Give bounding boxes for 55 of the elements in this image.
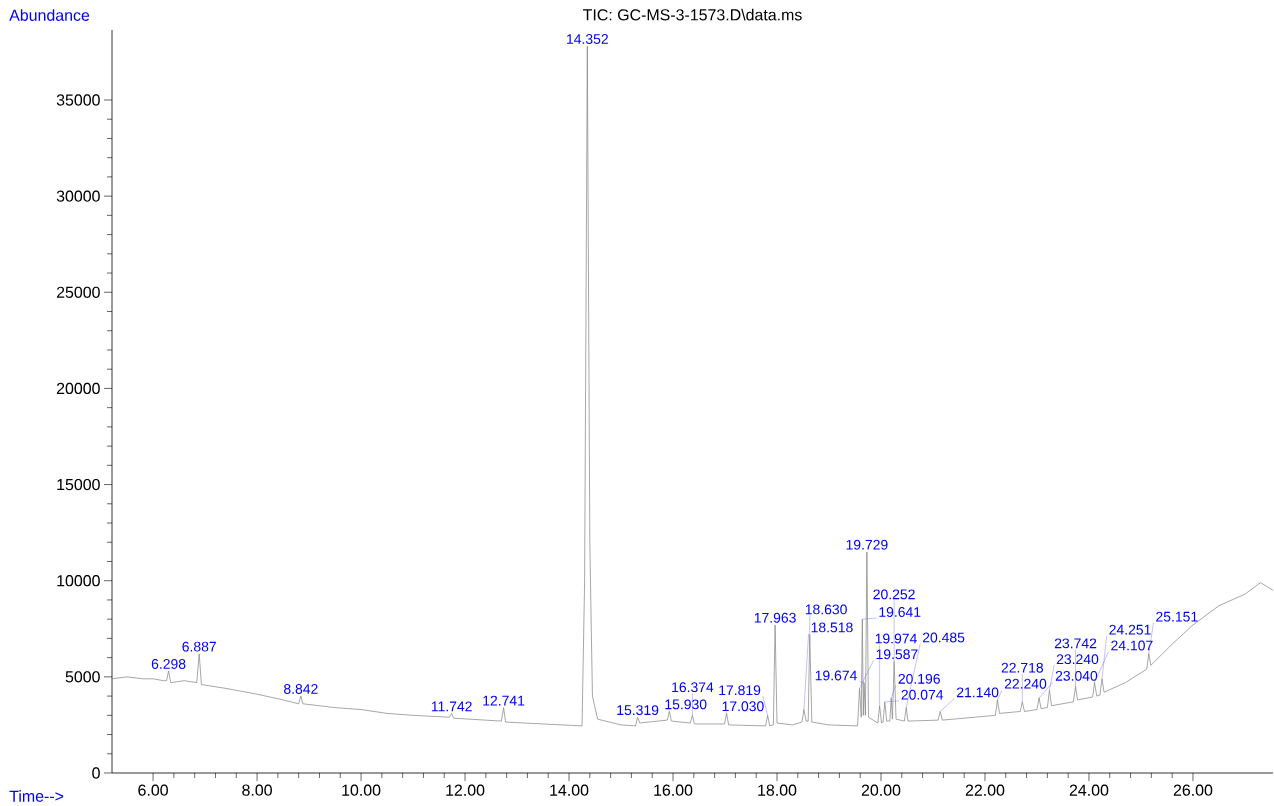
annotation: 22.718 bbox=[1001, 662, 1044, 673]
annotation: 18.518 bbox=[811, 622, 853, 633]
annotation: 23.742 bbox=[1054, 638, 1097, 649]
annotation: 24.107 bbox=[1111, 640, 1153, 651]
annotation: 17.030 bbox=[722, 701, 764, 712]
y-tick-label: 30000 bbox=[56, 190, 100, 202]
annotation: 17.819 bbox=[719, 685, 761, 696]
annotation: 12.741 bbox=[483, 695, 525, 706]
y-tick-label: 25000 bbox=[56, 286, 100, 298]
annotation: 18.630 bbox=[805, 604, 847, 615]
x-axis-title: Time--> bbox=[9, 790, 64, 802]
annotation: 23.240 bbox=[1056, 654, 1099, 665]
x-tick-label: 6.00 bbox=[138, 784, 168, 796]
x-tick-label: 22.00 bbox=[965, 784, 1005, 796]
x-tick-label: 8.00 bbox=[242, 784, 272, 796]
annotation: 17.963 bbox=[754, 612, 796, 623]
y-tick-label: 20000 bbox=[56, 382, 100, 395]
y-tick-label: 35000 bbox=[56, 94, 100, 106]
annotation: 19.674 bbox=[815, 670, 857, 681]
annotation: 20.196 bbox=[898, 673, 940, 684]
annotation: 21.140 bbox=[957, 687, 999, 698]
annotation: 25.151 bbox=[1156, 611, 1198, 622]
annotation: 15.319 bbox=[617, 705, 659, 716]
x-tick-label: 20.00 bbox=[861, 784, 901, 796]
annotation: 22.240 bbox=[1004, 678, 1047, 689]
x-tick-label: 16.00 bbox=[654, 784, 693, 796]
annotation: 19.729 bbox=[846, 539, 888, 550]
annotation: 24.251 bbox=[1109, 624, 1151, 635]
y-tick-label: 15000 bbox=[57, 478, 100, 491]
x-tick-label: 14.00 bbox=[550, 784, 589, 796]
annotation: 6.298 bbox=[151, 659, 186, 669]
annotation: 19.641 bbox=[879, 607, 921, 617]
y-axis-title: Abundance bbox=[9, 9, 90, 21]
annotation: 15.930 bbox=[665, 699, 707, 710]
annotation: 19.974 bbox=[875, 633, 917, 644]
chart-title: TIC: GC-MS-3-1573.D\data.ms bbox=[583, 8, 802, 21]
annotation: 16.374 bbox=[672, 682, 714, 693]
x-tick-label: 24.00 bbox=[1069, 784, 1109, 796]
y-tick-label: 10000 bbox=[57, 575, 100, 587]
annotation: 20.252 bbox=[873, 589, 915, 600]
annotation: 23.040 bbox=[1055, 670, 1098, 681]
annotation: 11.742 bbox=[431, 701, 472, 712]
annotation: 8.842 bbox=[284, 684, 318, 694]
x-tick-label: 12.00 bbox=[446, 784, 485, 796]
x-tick-label: 26.00 bbox=[1173, 784, 1213, 796]
annotation: 19.587 bbox=[876, 649, 918, 660]
annotation: 6.887 bbox=[182, 641, 216, 652]
annotation: 20.074 bbox=[901, 689, 944, 700]
annotation: 20.485 bbox=[922, 632, 965, 643]
y-tick-label: 5000 bbox=[65, 671, 100, 683]
annotation: 14.352 bbox=[567, 34, 608, 44]
line-series bbox=[111, 45, 1274, 727]
x-tick-label: 10.00 bbox=[342, 784, 381, 796]
x-tick-label: 18.00 bbox=[758, 784, 797, 796]
y-tick-label: 0 bbox=[92, 767, 100, 779]
